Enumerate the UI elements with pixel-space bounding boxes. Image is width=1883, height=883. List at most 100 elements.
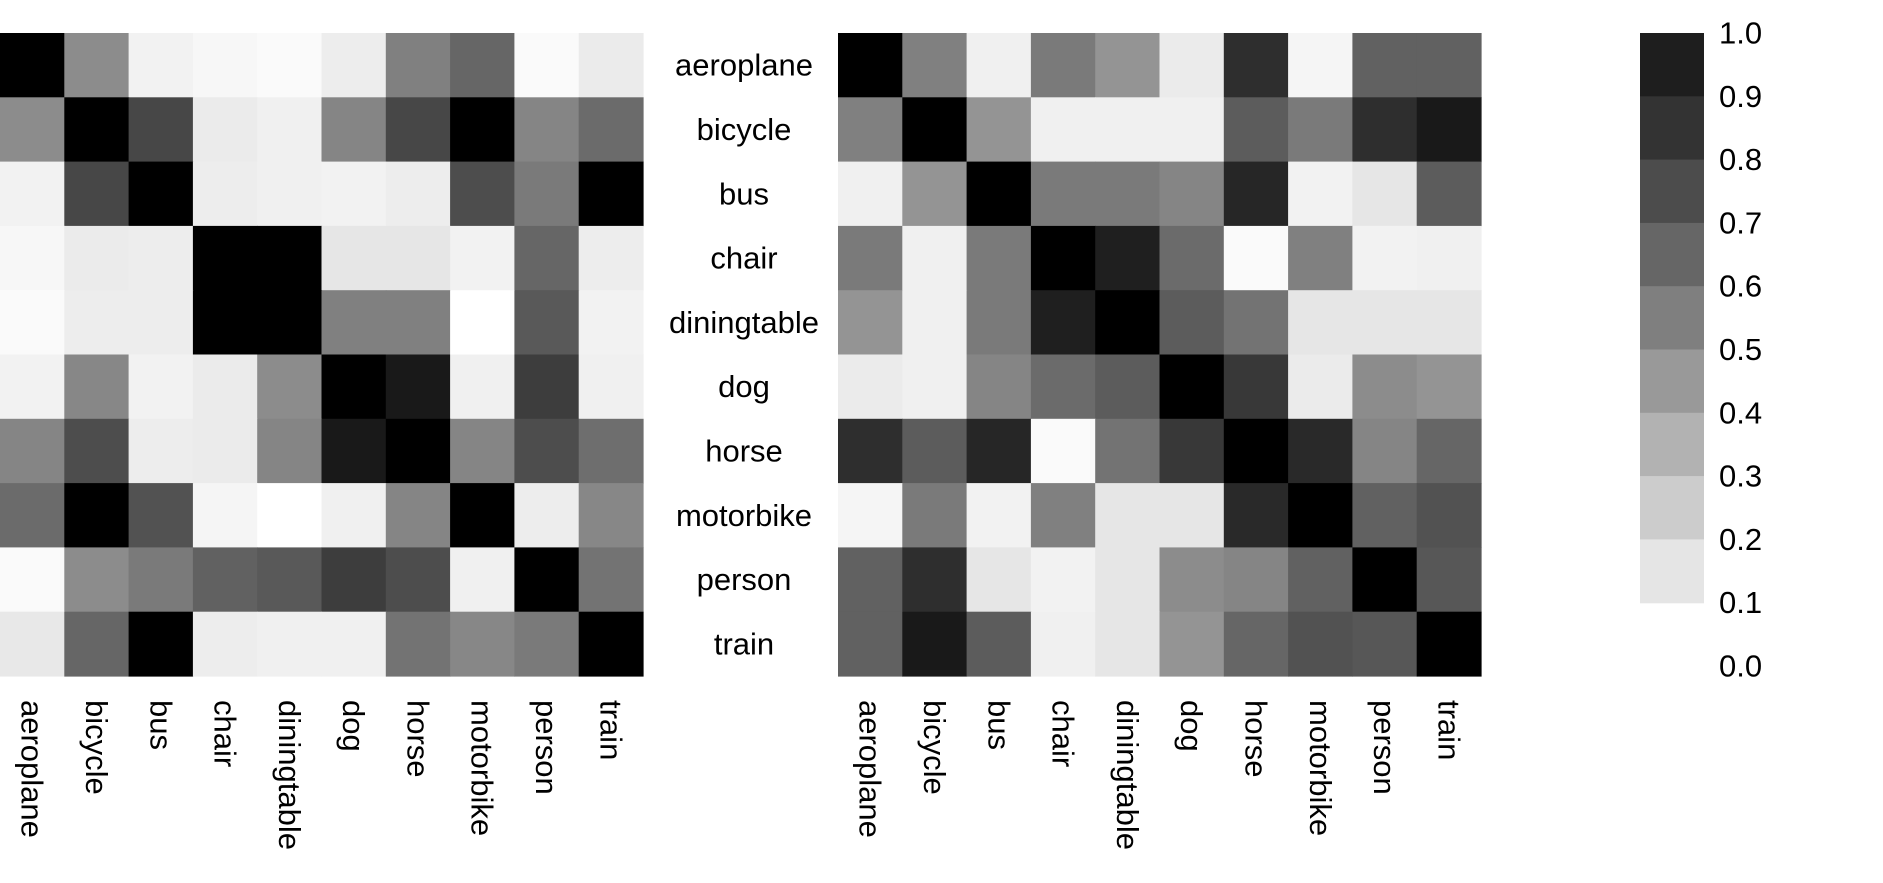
colorbar-tick-label: 1.0 (1719, 16, 1762, 51)
heatmap-right-cell-train-bicycle (902, 611, 968, 677)
row-label-dog: dog (718, 369, 770, 404)
colorbar: 1.0 0.9 0.8 0.7 0.6 0.5 0.4 0.3 0.2 0.1 0.0 (1640, 16, 1762, 684)
heatmap-right-cell-motorbike-person (1352, 483, 1418, 548)
heatmap-right-cell-horse-motorbike (1288, 418, 1353, 484)
heatmap-right (838, 33, 1482, 677)
heatmap-left-cell-bicycle-aeroplane (0, 97, 65, 163)
colorbar-swatch (1640, 476, 1704, 540)
heatmap-right-cell-person-dog (1159, 547, 1225, 613)
heatmap-right-cell-chair-bicycle (902, 225, 968, 291)
heatmap-right-cell-aeroplane-horse (1223, 33, 1289, 98)
heatmap-left-cell-dog-aeroplane (0, 354, 65, 420)
heatmap-left-cell-diningtable-bus (128, 290, 194, 356)
heatmap-right-cell-horse-person (1352, 418, 1418, 484)
heatmap-right-cell-diningtable-chair (1030, 290, 1096, 356)
heatmap-right-cell-bus-diningtable (1095, 161, 1161, 227)
heatmap-right-cell-dog-chair (1030, 354, 1096, 420)
heatmap-right-cell-bus-motorbike (1288, 161, 1353, 227)
column-label-left-diningtable: diningtable (272, 700, 307, 850)
heatmap-left-cell-bus-bus (128, 161, 194, 227)
heatmap-right-cell-dog-person (1352, 354, 1418, 420)
heatmap-right-cell-dog-dog (1159, 354, 1225, 420)
heatmap-right-cell-train-bus (966, 611, 1032, 677)
heatmap-left-cell-person-dog (321, 547, 387, 613)
heatmap-right-cell-diningtable-person (1352, 290, 1418, 356)
heatmap-left-cell-train-diningtable (257, 611, 323, 677)
heatmap-right-cell-chair-aeroplane (838, 225, 903, 291)
heatmap-right-cell-horse-chair (1030, 418, 1096, 484)
colorbar-tick-label: 0.2 (1719, 522, 1762, 557)
heatmap-left-cell-diningtable-chair (192, 290, 258, 356)
column-labels-left: aeroplane bicycle bus chair diningtable dog ho… (15, 700, 629, 850)
column-label-right-dog: dog (1174, 700, 1209, 752)
heatmap-right-cell-dog-bus (966, 354, 1032, 420)
column-label-right-person: person (1367, 700, 1402, 795)
heatmap-left-cell-bus-diningtable (257, 161, 323, 227)
heatmap-left-cell-person-train (578, 547, 644, 613)
heatmap-right-cell-chair-horse (1223, 225, 1289, 291)
colorbar-tick-label: 0.3 (1719, 459, 1762, 494)
heatmap-left-cell-train-aeroplane (0, 611, 65, 677)
heatmap-right-cell-aeroplane-bus (966, 33, 1032, 98)
heatmap-right-cell-bus-train (1416, 161, 1482, 227)
heatmap-left-cell-bicycle-chair (192, 97, 258, 163)
heatmap-left-cell-aeroplane-motorbike (450, 33, 515, 98)
heatmap-right-cell-dog-aeroplane (838, 354, 903, 420)
colorbar-swatch (1640, 286, 1704, 351)
heatmap-right-cell-person-bicycle (902, 547, 968, 613)
heatmap-left-cell-person-horse (385, 547, 451, 613)
heatmap-left-cell-chair-chair (192, 225, 258, 291)
column-label-left-motorbike: motorbike (465, 700, 500, 836)
heatmap-left-cell-bicycle-train (578, 97, 644, 163)
heatmap-right-cell-person-bus (966, 547, 1032, 613)
heatmap-left-cell-bus-horse (385, 161, 451, 227)
heatmap-right-cell-bicycle-chair (1030, 97, 1096, 163)
heatmap-left-cell-train-person (514, 611, 580, 677)
column-label-right-horse: horse (1239, 700, 1274, 778)
heatmap-left-cell-motorbike-bus (128, 483, 194, 548)
heatmap-left-cell-dog-dog (321, 354, 387, 420)
column-label-left-person: person (529, 700, 564, 795)
heatmap-right-cell-train-aeroplane (838, 611, 903, 677)
colorbar-tick-label: 0.8 (1719, 142, 1762, 177)
heatmap-left-cell-aeroplane-bus (128, 33, 194, 98)
heatmap-right-cell-motorbike-chair (1030, 483, 1096, 548)
heatmap-left-cell-motorbike-aeroplane (0, 483, 65, 548)
column-label-right-train: train (1431, 700, 1466, 760)
heatmap-left-cell-aeroplane-chair (192, 33, 258, 98)
heatmap-left-cell-diningtable-diningtable (257, 290, 323, 356)
heatmap-left-cell-aeroplane-person (514, 33, 580, 98)
heatmap-left-cell-bus-bicycle (64, 161, 130, 227)
heatmap-right-cell-chair-diningtable (1095, 225, 1161, 291)
colorbar-swatch (1640, 222, 1704, 287)
heatmap-left-cell-bicycle-horse (385, 97, 451, 163)
heatmap-left-cell-chair-motorbike (450, 225, 515, 291)
heatmap-right-cell-diningtable-dog (1159, 290, 1225, 356)
heatmap-right-cell-bicycle-diningtable (1095, 97, 1161, 163)
heatmap-right-cell-bicycle-bus (966, 97, 1032, 163)
column-labels-right: aeroplane bicycle bus chair diningtable dog ho… (853, 700, 1467, 850)
row-label-motorbike: motorbike (676, 498, 812, 533)
column-label-left-aeroplane: aeroplane (15, 700, 50, 838)
row-label-diningtable: diningtable (669, 305, 819, 340)
heatmap-left-cell-horse-dog (321, 418, 387, 484)
heatmap-right-cell-bicycle-dog (1159, 97, 1225, 163)
heatmap-left-cell-chair-bus (128, 225, 194, 291)
heatmap-left-cell-bus-person (514, 161, 580, 227)
colorbar-tick-label: 0.4 (1719, 395, 1762, 430)
heatmap-right-cell-person-motorbike (1288, 547, 1353, 613)
heatmap-right-cell-diningtable-aeroplane (838, 290, 903, 356)
column-label-left-bus: bus (143, 700, 178, 750)
heatmap-left-cell-train-bus (128, 611, 194, 677)
column-label-right-motorbike: motorbike (1303, 700, 1338, 836)
heatmap-right-cell-horse-bus (966, 418, 1032, 484)
heatmap-left-cell-train-horse (385, 611, 451, 677)
heatmap-right-cell-chair-chair (1030, 225, 1096, 291)
heatmap-right-cell-dog-diningtable (1095, 354, 1161, 420)
heatmap-left-cell-horse-bus (128, 418, 194, 484)
heatmap-right-cell-horse-aeroplane (838, 418, 903, 484)
heatmap-right-cell-aeroplane-diningtable (1095, 33, 1161, 98)
column-label-left-train: train (593, 700, 628, 760)
heatmap-left-cell-bicycle-bus (128, 97, 194, 163)
heatmap-right-cell-train-horse (1223, 611, 1289, 677)
